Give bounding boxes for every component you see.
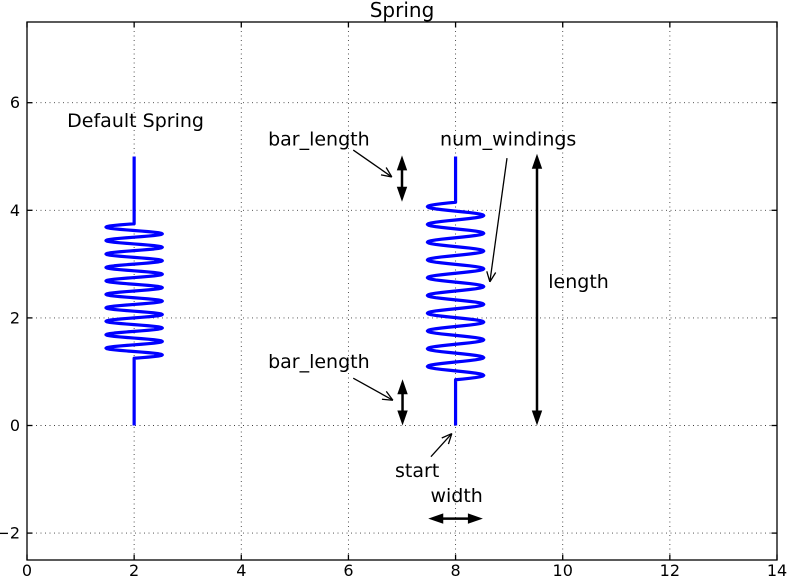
annotations: Default Spring bar_length num_windings bar_… <box>67 110 609 524</box>
axes-frame <box>26 21 778 561</box>
length-extent-arrow-head-end <box>531 153 543 169</box>
bar-length-top-label: bar_length <box>268 129 370 151</box>
x-tick-label: 6 <box>343 561 353 577</box>
length-extent-arrow <box>531 153 543 426</box>
y-tick-label: −2 <box>0 524 20 543</box>
length-label: length <box>548 271 609 293</box>
default-spring-label: Default Spring <box>67 110 204 132</box>
bar-length-top-arrow <box>352 149 393 178</box>
start-arrow <box>430 432 453 458</box>
bar-length-bottom-extent-arrow-head-start <box>397 410 408 426</box>
bar-length-top-arrow-line <box>352 149 393 178</box>
x-tick-label: 12 <box>660 561 680 577</box>
start-label: start <box>395 460 439 482</box>
width-extent-arrow <box>428 513 483 524</box>
bar-length-top-arrow-head <box>380 167 393 178</box>
bar-length-top-extent-arrow-head-start <box>396 186 408 202</box>
springs <box>104 156 486 426</box>
width-extent-arrow-head-end <box>467 513 483 524</box>
bar-length-bottom-extent-arrow-head-end <box>397 379 408 395</box>
width-label: width <box>430 485 482 507</box>
x-tick-label: 2 <box>129 561 139 577</box>
bar-length-bottom-label: bar_length <box>268 351 370 373</box>
num-windings-label: num_windings <box>440 129 576 151</box>
x-tick-label: 14 <box>767 561 787 577</box>
y-tick-label: 4 <box>10 201 20 220</box>
plot-border <box>26 21 778 561</box>
spring-annotated-spring <box>425 156 486 426</box>
bar-length-bottom-extent-arrow <box>397 379 408 426</box>
y-tick-label: 2 <box>10 308 20 327</box>
x-tick-label: 0 <box>22 561 32 577</box>
num-windings-arrow-head <box>486 271 497 283</box>
spring-default-spring <box>104 156 164 426</box>
bar-length-bottom-arrow-line <box>352 377 394 401</box>
tick-marks <box>26 22 778 560</box>
start-arrow-line <box>430 433 453 458</box>
width-extent-arrow-head-start <box>428 513 444 524</box>
bar-length-top-extent-arrow-head-end <box>396 155 408 171</box>
bar-length-bottom-arrow <box>352 377 394 401</box>
y-tick-label: 0 <box>10 416 20 435</box>
x-tick-label: 8 <box>450 561 460 577</box>
chart-title: Spring <box>370 0 435 22</box>
bar-length-top-extent-arrow <box>396 155 408 202</box>
bar-length-bottom-arrow-head <box>381 391 394 401</box>
x-tick-label: 4 <box>236 561 246 577</box>
x-tick-label: 10 <box>553 561 573 577</box>
start-arrow-head <box>441 432 453 445</box>
num-windings-arrow <box>486 158 508 283</box>
tick-labels: 0 2 4 6 8 10 12 14 −2 0 2 4 6 <box>0 93 787 580</box>
y-tick-label: 6 <box>10 93 20 112</box>
num-windings-arrow-line <box>489 158 508 282</box>
length-extent-arrow-head-start <box>531 410 543 426</box>
